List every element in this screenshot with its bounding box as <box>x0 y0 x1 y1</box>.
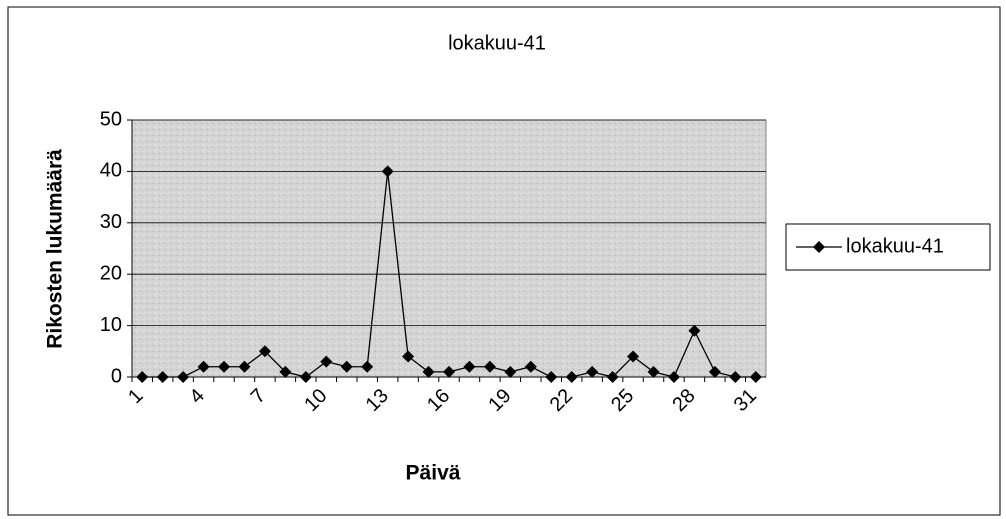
data-point <box>299 371 312 383</box>
data-point <box>688 324 701 337</box>
y-tick-label: 10 <box>100 314 122 336</box>
legend-marker <box>813 241 825 253</box>
data-point <box>729 371 742 383</box>
data-point <box>422 365 435 378</box>
data-point <box>402 350 415 363</box>
data-point <box>238 360 251 373</box>
y-tick-label: 50 <box>100 108 122 130</box>
data-point <box>545 371 558 383</box>
x-axis-label: Päivä <box>406 462 461 485</box>
plot-area <box>131 119 767 378</box>
data-point <box>218 360 231 373</box>
data-point <box>177 371 190 383</box>
data-point <box>279 365 292 378</box>
data-point <box>258 345 271 358</box>
y-tick-label: 30 <box>100 211 122 233</box>
data-point <box>483 360 496 373</box>
data-point <box>136 371 149 383</box>
data-point <box>463 360 476 373</box>
data-point <box>606 371 619 383</box>
data-point <box>361 360 374 373</box>
data-point <box>749 371 762 383</box>
data-point <box>586 365 599 378</box>
y-tick-label: 0 <box>111 365 122 387</box>
data-point <box>708 365 721 378</box>
data-point <box>504 365 517 378</box>
data-point <box>340 360 353 373</box>
data-point <box>443 365 455 378</box>
data-point <box>320 355 333 368</box>
data-point <box>381 165 394 178</box>
data-point <box>197 360 210 373</box>
legend-label: lokakuu-41 <box>846 235 944 257</box>
y-tick-label: 40 <box>100 160 122 182</box>
data-point <box>627 350 640 363</box>
data-point <box>156 371 169 383</box>
data-point <box>647 365 660 378</box>
y-axis-label: Rikosten lukumäärä <box>44 149 67 349</box>
data-point <box>524 360 537 373</box>
chart-title: lokakuu-41 <box>448 32 546 54</box>
data-point <box>667 371 680 383</box>
data-point <box>565 371 578 383</box>
y-tick-label: 20 <box>100 262 122 284</box>
